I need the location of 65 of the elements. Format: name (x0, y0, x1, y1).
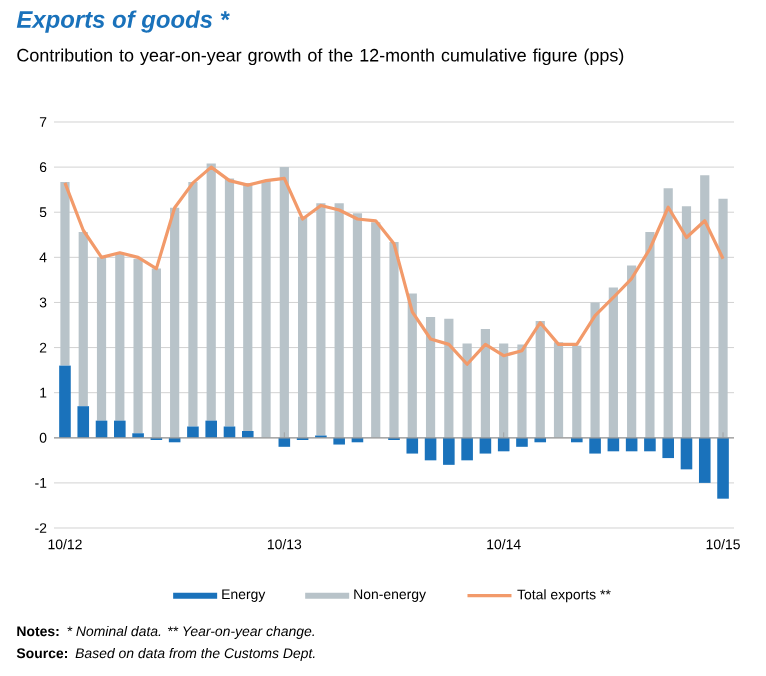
bar (406, 437, 419, 454)
bar (261, 180, 271, 438)
bar (60, 182, 70, 366)
bar (188, 182, 198, 427)
bar (718, 198, 728, 438)
bar (151, 268, 161, 438)
bar (224, 178, 235, 427)
bar (206, 163, 216, 421)
bar (608, 287, 618, 438)
bar (115, 253, 125, 421)
bar (681, 206, 692, 438)
bar (662, 437, 674, 459)
bar (462, 343, 472, 438)
bar (663, 188, 673, 438)
bar (59, 365, 71, 438)
bar (717, 437, 729, 499)
bar (298, 216, 308, 438)
bar (461, 437, 473, 461)
bar (444, 318, 454, 438)
bar (516, 437, 528, 447)
bar (553, 342, 564, 438)
bar (534, 437, 547, 443)
bar (479, 437, 492, 454)
bar (241, 431, 254, 438)
bar (590, 302, 600, 438)
bar (133, 258, 143, 434)
bar (627, 265, 637, 438)
bar (187, 426, 199, 438)
bar (352, 213, 363, 438)
bar (279, 167, 289, 438)
bar (589, 437, 601, 454)
line-series (63, 165, 725, 366)
bar (607, 437, 620, 452)
bar (334, 203, 344, 438)
bar (425, 316, 436, 438)
bar (535, 320, 545, 438)
bar (644, 437, 656, 452)
bar (243, 182, 253, 432)
bar (78, 232, 88, 407)
bar (698, 437, 711, 483)
bar (389, 242, 399, 438)
bar (114, 420, 126, 438)
bar (680, 437, 693, 470)
bar (571, 437, 583, 443)
bar (278, 437, 291, 447)
bar (497, 437, 510, 452)
bar (316, 203, 326, 436)
bar (700, 175, 710, 438)
bar (443, 437, 455, 465)
chart-subtitle: Contribution to year-on-year growth of the 12-month cumulative figure (pps) (17, 48, 624, 66)
bar (333, 437, 345, 445)
bar (625, 437, 638, 452)
bar (96, 257, 107, 421)
bar (77, 406, 90, 438)
bar (371, 222, 381, 438)
bar (645, 232, 655, 438)
bar (424, 437, 437, 461)
bar (480, 329, 490, 438)
bar (517, 344, 527, 438)
bar (499, 343, 509, 438)
bar (407, 293, 417, 438)
bar (572, 345, 582, 438)
chart-title: Exports of goods * (16, 10, 230, 33)
bar (170, 207, 180, 438)
bar (205, 420, 218, 438)
